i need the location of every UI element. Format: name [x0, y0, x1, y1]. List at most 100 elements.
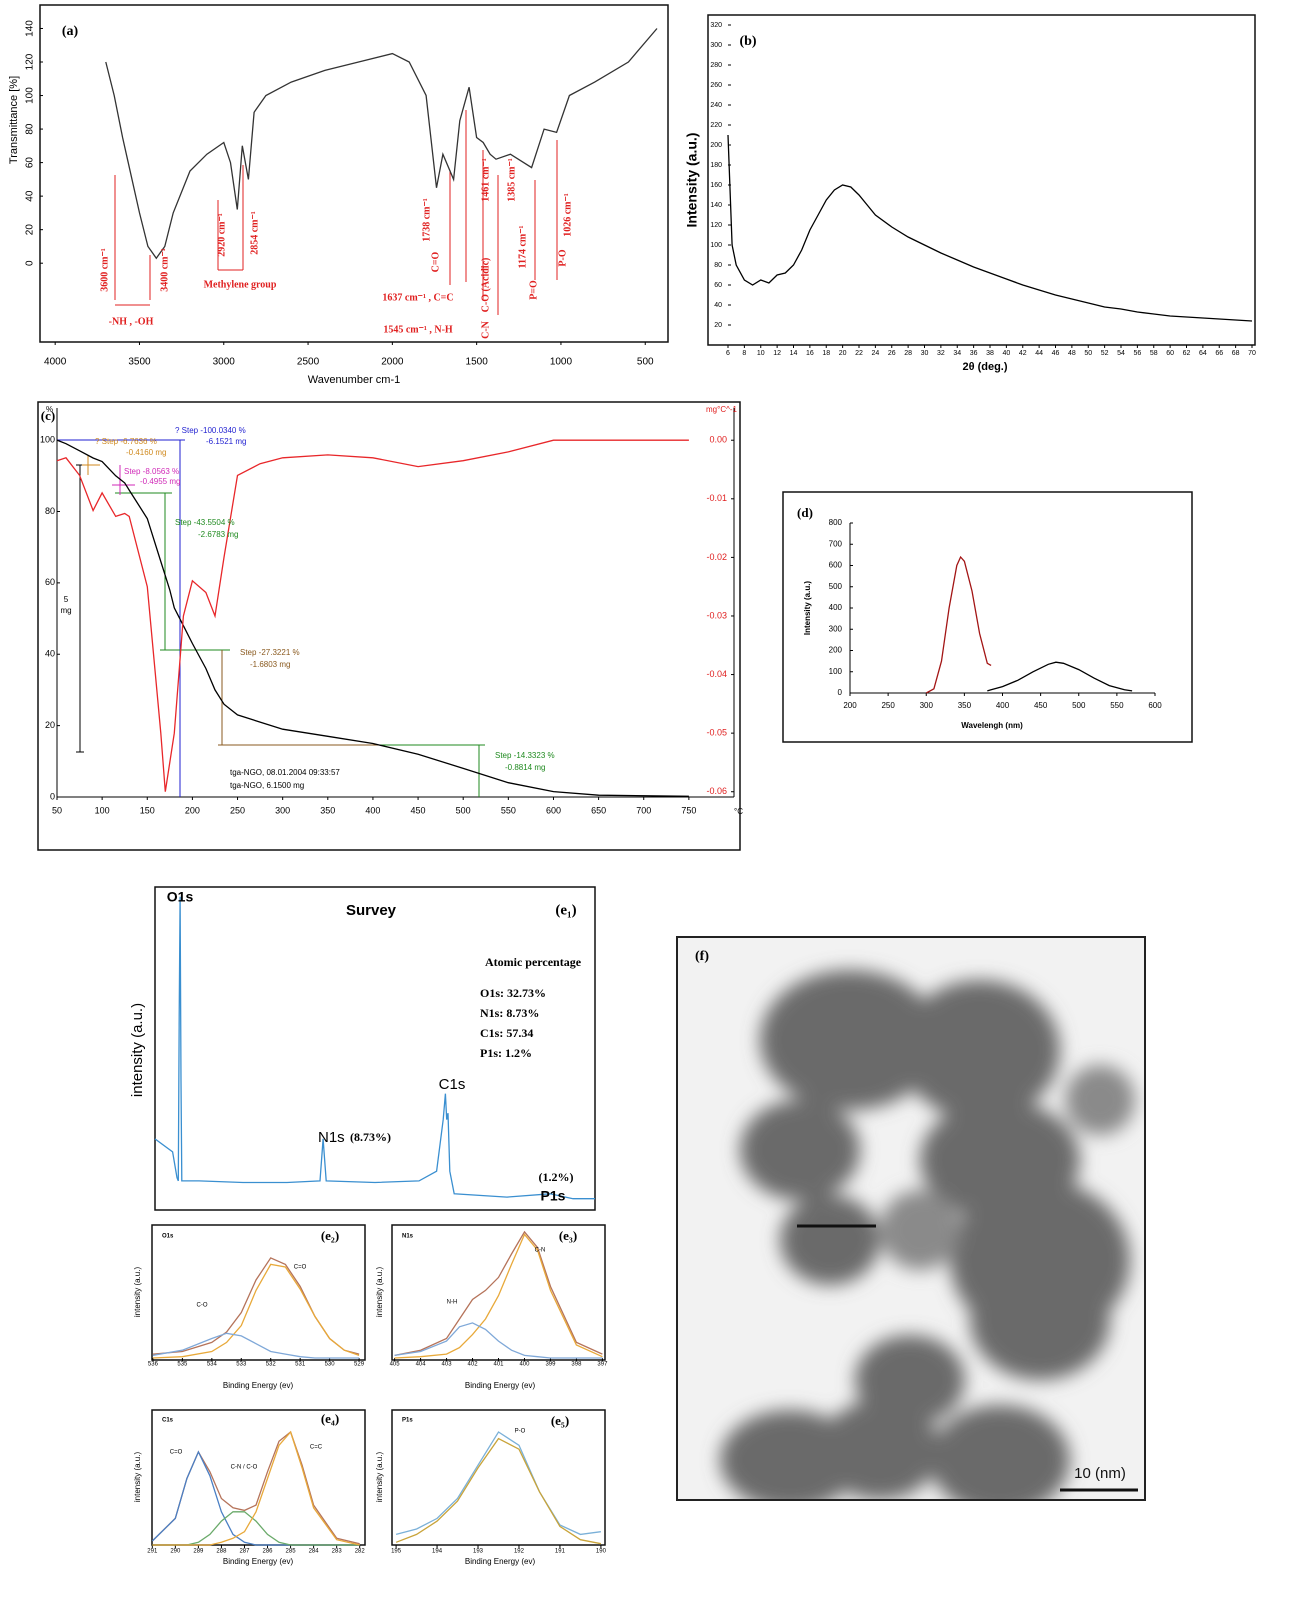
x-tick-label: 532: [266, 1362, 277, 1368]
x-tick-label: 193: [473, 1549, 484, 1555]
data-line: [394, 1230, 603, 1357]
y2-tick-label: -0.05: [706, 728, 727, 738]
annotation: Atomic percentage: [485, 955, 582, 969]
x-tick-label: 28: [904, 350, 912, 357]
data-line: [987, 661, 1133, 692]
annotation: -0.8814 mg: [505, 763, 545, 772]
data-line: [152, 1332, 360, 1359]
panel-label: (b): [739, 34, 756, 49]
panel-label: (e₃): [559, 1228, 577, 1243]
annotation: C1s: 57.34: [480, 1026, 533, 1040]
y-axis-label: Intensity (a.u.): [684, 133, 700, 228]
y-tick-label: 40: [25, 190, 36, 202]
x-tick-label: 600: [546, 805, 561, 815]
y-tick-label: 20: [45, 720, 55, 730]
x-tick-label: 290: [170, 1549, 181, 1555]
annotation: P=O: [528, 280, 539, 300]
y-tick-label: 20: [25, 224, 36, 236]
panel-label: (c): [41, 408, 55, 423]
y-tick-label: 100: [40, 434, 55, 444]
annotation: 3400 cm⁻¹: [159, 248, 170, 292]
x-tick-label: 12: [773, 350, 781, 357]
y-tick-label: 700: [829, 539, 843, 548]
y-tick-label: 200: [829, 646, 843, 655]
panel-label: (f): [695, 949, 709, 964]
x-tick-label: 284: [309, 1549, 320, 1555]
y-tick-label: 60: [25, 157, 36, 169]
x-tick-label: 24: [871, 350, 879, 357]
x-tick-label: 150: [140, 805, 155, 815]
data-line: [56, 439, 689, 792]
y-tick-label: 40: [45, 649, 55, 659]
y-tick-label: 200: [710, 142, 722, 149]
panel-frame: [151, 1224, 366, 1361]
y-axis-label: intensity (a.u.): [133, 1267, 142, 1318]
x-tick-label: 500: [1072, 701, 1086, 710]
data-line: [152, 1263, 360, 1359]
annotation: C1s: [162, 1418, 174, 1424]
x-tick-label: 500: [456, 805, 471, 815]
x-tick-label: 46: [1052, 350, 1060, 357]
annotation: 2920 cm⁻¹: [216, 213, 227, 257]
x-tick-label: 191: [555, 1549, 566, 1555]
y-tick-label: 60: [714, 282, 722, 289]
annotation: O1s: [162, 1234, 174, 1240]
x-tick-label: 3500: [128, 357, 151, 368]
scale-bar-label: 10 (nm): [1074, 1465, 1126, 1482]
x-tick-label: 289: [193, 1549, 204, 1555]
annotation: N1s: [318, 1129, 345, 1146]
annotation: C-N / C-O: [231, 1465, 258, 1471]
x-axis-label: Wavenumber cm-1: [308, 374, 401, 386]
x-tick-label: 450: [411, 805, 426, 815]
x-tick-label: 534: [207, 1362, 218, 1368]
chart-panel: 195 194 193 192 191 190 (e₅) Binding Energy (ev…: [375, 1409, 607, 1566]
x-tick-label: 190: [596, 1549, 607, 1555]
y-tick-label: 0: [50, 791, 55, 801]
x-tick-label: 58: [1150, 350, 1158, 357]
y-axis-label: intensity (a.u.): [375, 1452, 384, 1503]
y-tick-label: 140: [710, 202, 722, 209]
annotation: 1637 cm⁻¹ , C=C: [382, 292, 453, 303]
data-line: [56, 439, 689, 797]
y2-tick-label: -0.03: [706, 610, 727, 620]
annotation: 1738 cm⁻¹: [421, 198, 432, 242]
y-axis-label: Intensity (a.u.): [803, 581, 812, 636]
annotation: -2.6783 mg: [198, 530, 238, 539]
y-tick-label: 20: [714, 322, 722, 329]
y-tick-label: 80: [714, 262, 722, 269]
x-tick-label: 350: [320, 805, 335, 815]
annotation: 5: [64, 595, 69, 604]
y2-tick-label: -0.04: [706, 669, 727, 679]
panel-label: (d): [797, 505, 813, 520]
annotation: C=O: [170, 1450, 183, 1456]
x-tick-label: 36: [970, 350, 978, 357]
x-tick-label: 3000: [213, 357, 236, 368]
data-line: [727, 134, 1253, 322]
annotation: O1s: [167, 889, 194, 905]
chart-panel: 6 8 10 12 14 16 18 20 22 24 26 28 30 32 34 36 38 40 42 44 46…: [684, 14, 1256, 373]
annotation: Step -14.3323 %: [495, 751, 555, 760]
y-tick-label: 140: [25, 20, 36, 37]
annotation: C1s: [439, 1076, 466, 1093]
y-tick-label: 400: [829, 603, 843, 612]
y-tick-label: 320: [710, 22, 722, 29]
x-tick-label: 42: [1019, 350, 1027, 357]
x-tick-label: 44: [1035, 350, 1043, 357]
x-tick-label: 16: [806, 350, 814, 357]
chart-panel: (e₁) intensity (a.u.) O1s Survey Atomic perc…: [129, 886, 596, 1211]
annotation: -1.6803 mg: [250, 660, 290, 669]
x-tick-label: 32: [937, 350, 945, 357]
annotation: Step -27.3221 %: [240, 648, 300, 657]
y-tick-label: 800: [829, 518, 843, 527]
data-line: [151, 1430, 360, 1545]
y-tick-label: 180: [710, 162, 722, 169]
annotation: C-O: [197, 1303, 208, 1309]
annotation: N1s: [402, 1234, 414, 1240]
x-tick-label: 22: [855, 350, 863, 357]
x-tick-label: 700: [636, 805, 651, 815]
x-tick-label: 291: [147, 1549, 158, 1555]
y-tick-label: 500: [829, 582, 843, 591]
data-line: [394, 1233, 603, 1359]
x-tick-label: 550: [1110, 701, 1124, 710]
annotation: N-H: [447, 1300, 458, 1306]
